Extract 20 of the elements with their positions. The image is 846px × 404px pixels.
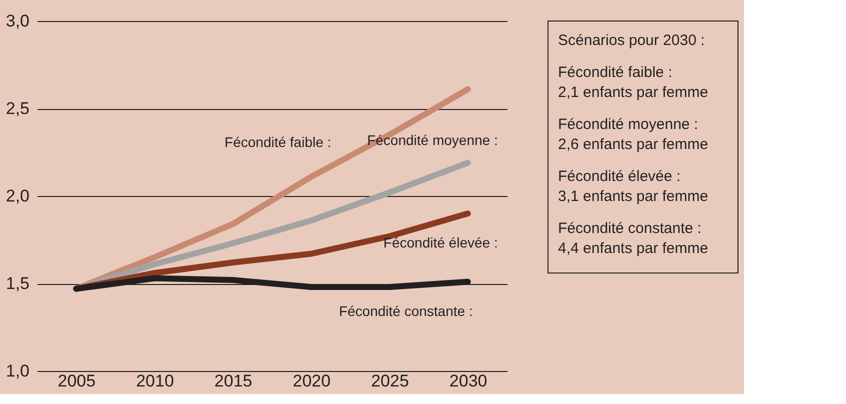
x-tick-label: 2010 [136, 372, 174, 390]
y-tick-label: 2,5 [6, 99, 30, 118]
series-label: Fécondité élevée : [383, 234, 498, 250]
x-tick-label: 2015 [214, 372, 252, 390]
y-tick-label: 2,0 [6, 186, 30, 206]
series-label: Fécondité constante : [338, 302, 473, 319]
text: Fécondité élevée : 3,1 enfants par femme [558, 168, 708, 205]
x-tick-label: 2020 [292, 372, 331, 390]
text: Scénarios pour 2030 : [558, 32, 705, 49]
y-tick-label: 1,0 [6, 362, 30, 380]
text: Fécondité faible : 2,1 enfants par femme [558, 64, 708, 101]
text: Fécondité moyenne : 2,6 enfants par femme [558, 116, 708, 153]
x-tick-label: 2030 [449, 372, 488, 390]
y-tick-label: 3,0 [6, 12, 30, 30]
x-tick-label: 2025 [371, 372, 409, 390]
series-label: Fécondité faible : [224, 134, 332, 150]
text: Fécondité moyenne : [367, 132, 498, 148]
text: Fécondité constante : 4,4 enfants par femme [558, 220, 708, 257]
y-tick-label: 1,5 [6, 274, 30, 293]
x-tick-label: 2005 [58, 372, 96, 390]
